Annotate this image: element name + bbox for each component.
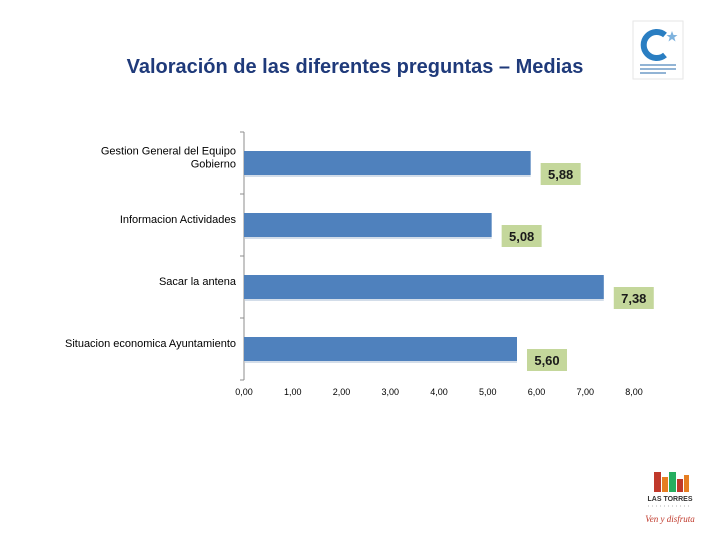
category-label: Gestion General del Equipo (101, 146, 236, 158)
category-label: Informacion Actividades (120, 214, 237, 226)
data-label-box (540, 163, 581, 185)
data-label-box (613, 287, 654, 309)
data-label-box (501, 225, 542, 247)
las-torres-logo-icon: LAS TORRES Ven y disfruta (645, 472, 695, 524)
data-label: 5,88 (548, 167, 573, 182)
category-label: Situacion economica Ayuntamiento (65, 338, 236, 350)
category-label: Gobierno (191, 159, 236, 171)
logo-name: LAS TORRES (648, 496, 693, 503)
x-tick-label: 7,00 (576, 387, 594, 397)
category-label: Sacar la antena (159, 276, 237, 288)
x-tick-label: 2,00 (333, 387, 351, 397)
x-tick-label: 6,00 (528, 387, 546, 397)
x-tick-label: 5,00 (479, 387, 497, 397)
x-tick-label: 1,00 (284, 387, 302, 397)
logo-slogan: Ven y disfruta (645, 514, 695, 524)
c-star-logo-icon (632, 20, 684, 80)
x-tick-label: 0,00 (235, 387, 253, 397)
slide-title: Valoración de las diferentes preguntas –… (126, 56, 584, 78)
bar (244, 213, 492, 237)
bar (244, 151, 531, 175)
data-label: 7,38 (621, 291, 646, 306)
data-label: 5,08 (509, 229, 534, 244)
bar (244, 337, 517, 361)
x-tick-label: 8,00 (625, 387, 643, 397)
data-label-box (527, 349, 567, 371)
x-tick-label: 3,00 (381, 387, 399, 397)
bar (244, 275, 604, 299)
data-label: 5,60 (534, 353, 559, 368)
x-tick-label: 4,00 (430, 387, 448, 397)
